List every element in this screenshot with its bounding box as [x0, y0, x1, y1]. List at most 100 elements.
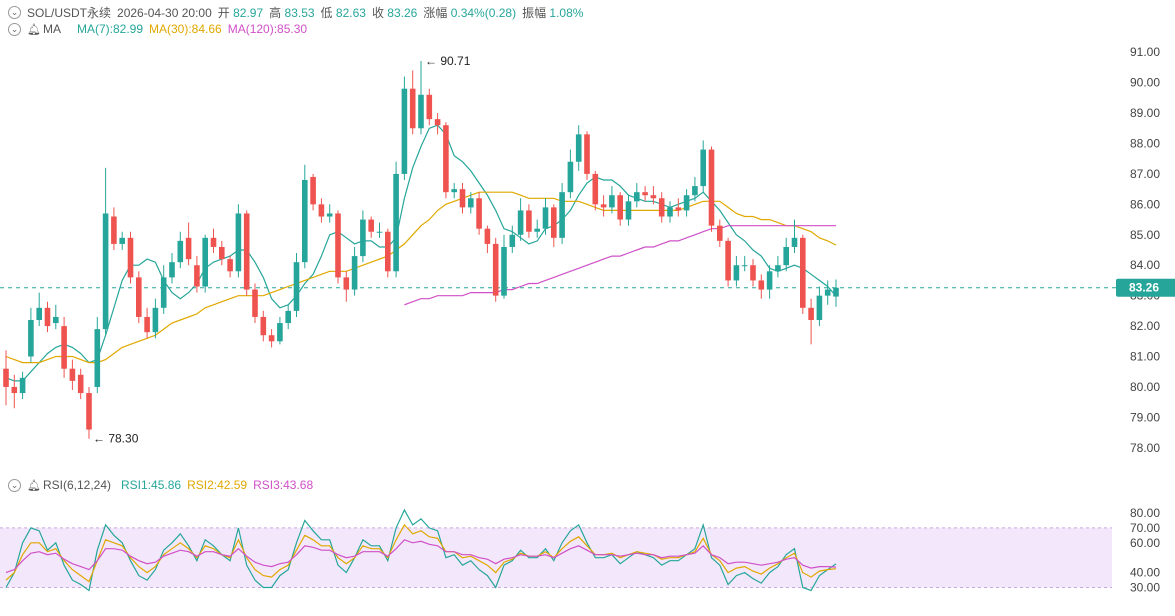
candle[interactable] [268, 329, 275, 348]
candle[interactable] [683, 189, 690, 217]
candle[interactable] [476, 192, 482, 235]
candle[interactable] [401, 76, 408, 180]
candle[interactable] [235, 204, 242, 278]
candle[interactable] [219, 240, 225, 266]
candle[interactable] [766, 265, 773, 299]
candle[interactable] [136, 271, 142, 324]
candle[interactable] [19, 371, 26, 400]
candle[interactable] [551, 204, 557, 247]
candle[interactable] [692, 176, 698, 202]
candle[interactable] [559, 183, 565, 244]
candle[interactable] [758, 274, 765, 299]
candle[interactable] [634, 183, 640, 208]
candle[interactable] [111, 207, 117, 250]
candle[interactable] [227, 256, 233, 278]
candle[interactable] [484, 225, 491, 254]
candle[interactable] [252, 283, 258, 324]
candle[interactable] [160, 265, 167, 314]
candle[interactable] [725, 237, 731, 287]
candle[interactable] [434, 113, 441, 135]
candle[interactable] [44, 301, 51, 333]
candle[interactable] [409, 70, 416, 135]
candle[interactable] [260, 310, 267, 342]
candle[interactable] [94, 316, 101, 394]
candle[interactable] [351, 246, 358, 296]
candle[interactable] [808, 298, 814, 345]
candle[interactable] [501, 234, 507, 299]
candle[interactable] [28, 307, 34, 363]
candles[interactable] [3, 61, 839, 439]
candle[interactable] [360, 210, 366, 263]
candle[interactable] [609, 186, 615, 214]
candle[interactable] [708, 146, 715, 232]
candle[interactable] [584, 131, 590, 180]
candle[interactable] [185, 222, 192, 266]
candle[interactable] [343, 271, 350, 302]
candle[interactable] [534, 219, 540, 238]
candle[interactable] [318, 198, 325, 223]
candle[interactable] [335, 210, 341, 284]
candle[interactable] [127, 231, 134, 284]
candle[interactable] [526, 204, 532, 238]
candle[interactable] [69, 359, 76, 390]
candle[interactable] [243, 210, 250, 296]
candle[interactable] [210, 228, 217, 254]
candle[interactable] [468, 192, 474, 214]
candle[interactable] [53, 304, 59, 330]
candle[interactable] [119, 231, 125, 250]
candle[interactable] [376, 222, 383, 238]
candle[interactable] [451, 183, 457, 199]
candle[interactable] [517, 198, 524, 241]
candle[interactable] [202, 234, 208, 293]
candle[interactable] [800, 234, 806, 314]
candle[interactable] [293, 253, 300, 317]
candle[interactable] [833, 279, 839, 307]
chevron-down-icon[interactable]: ⌄ [8, 478, 21, 492]
candle[interactable] [177, 231, 184, 269]
candle[interactable] [459, 183, 466, 214]
candle[interactable] [152, 298, 159, 339]
candle[interactable] [326, 204, 333, 223]
bell-icon[interactable]: 🔔︎ [27, 23, 41, 36]
candle[interactable] [144, 307, 150, 339]
candle[interactable] [36, 292, 42, 327]
candle[interactable] [393, 161, 399, 278]
candle[interactable] [816, 286, 823, 327]
candle[interactable] [302, 164, 308, 269]
candle[interactable] [783, 237, 789, 272]
candle[interactable] [3, 350, 9, 406]
candle[interactable] [650, 186, 657, 205]
candle[interactable] [642, 186, 648, 202]
candle[interactable] [11, 374, 18, 409]
candle[interactable] [310, 173, 316, 211]
candle[interactable] [61, 316, 67, 378]
candle[interactable] [700, 140, 706, 193]
price-axis[interactable]: 91.00 90.00 89.00 88.00 87.00 86.00 85.00 84.00… [1130, 45, 1160, 594]
candle[interactable] [285, 304, 291, 330]
candle[interactable] [426, 88, 433, 126]
candle[interactable] [169, 253, 175, 284]
candle[interactable] [617, 192, 623, 226]
candle[interactable] [542, 198, 549, 235]
candle[interactable] [658, 192, 665, 223]
candle[interactable] [733, 256, 740, 287]
candle[interactable] [824, 280, 831, 305]
candle[interactable] [509, 225, 516, 254]
candle[interactable] [750, 259, 756, 287]
candle[interactable] [277, 316, 283, 345]
candle[interactable] [194, 256, 200, 293]
candle[interactable] [567, 149, 574, 199]
candle[interactable] [443, 122, 449, 199]
candle[interactable] [385, 228, 391, 278]
chevron-down-icon[interactable]: ⌄ [8, 22, 21, 36]
bell-icon[interactable]: 🔔︎ [27, 479, 41, 492]
candle[interactable] [102, 167, 109, 336]
rsi-indicator-name[interactable]: RSI(6,12,24) [42, 478, 112, 492]
candle[interactable] [791, 219, 798, 254]
candle[interactable] [675, 198, 682, 217]
candle[interactable] [368, 216, 374, 238]
candle[interactable] [717, 219, 723, 247]
candle[interactable] [492, 237, 499, 302]
candle[interactable] [418, 61, 424, 135]
